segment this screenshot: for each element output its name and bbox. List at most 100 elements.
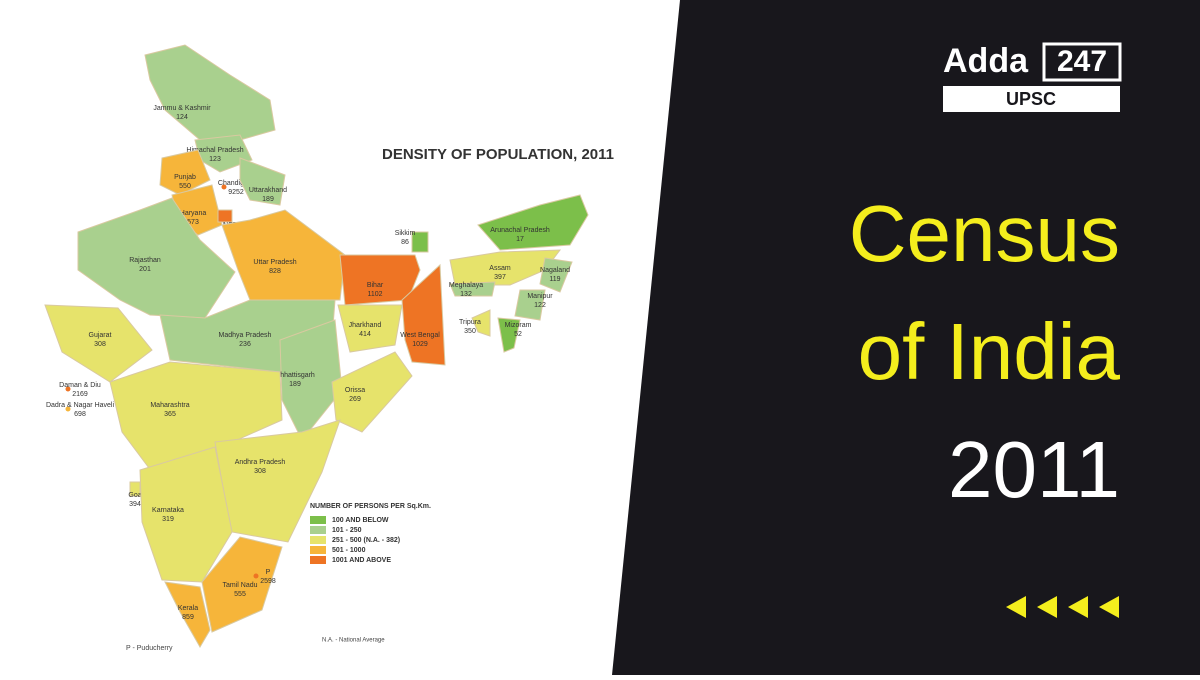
region xyxy=(337,304,403,353)
region-name: Meghalaya xyxy=(449,282,483,289)
region-dot xyxy=(221,184,227,190)
region-value: 122 xyxy=(534,302,546,309)
region-value: 201 xyxy=(139,266,151,273)
map-title: DENSITY OF POPULATION, 2011 xyxy=(382,146,614,163)
region-name: P xyxy=(266,569,271,576)
region-name: Uttarakhand xyxy=(249,187,287,194)
brand-name: Adda xyxy=(943,42,1029,80)
legend-swatch xyxy=(310,536,326,544)
arrows xyxy=(1006,596,1119,618)
region xyxy=(339,254,421,306)
region-name: Goa xyxy=(128,492,141,499)
region-name: Andhra Pradesh xyxy=(235,459,286,466)
region-value: 9252 xyxy=(228,189,244,196)
region-name: Assam xyxy=(489,265,511,272)
region-name: Punjab xyxy=(174,174,196,181)
legend-swatch xyxy=(310,516,326,524)
legend-swatch xyxy=(310,546,326,554)
legend-label: 100 AND BELOW xyxy=(332,517,389,524)
region-value: 394 xyxy=(129,501,141,508)
region-name: Orissa xyxy=(345,387,365,394)
region-name: Sikkim xyxy=(395,230,416,237)
heading-line: 2011 xyxy=(948,425,1120,514)
region-dot xyxy=(65,386,71,392)
region-value: 859 xyxy=(182,614,194,621)
region-name: Arunachal Pradesh xyxy=(490,227,550,234)
region xyxy=(159,149,211,196)
arrow xyxy=(1037,596,1057,618)
heading-line: Census xyxy=(849,189,1120,278)
region xyxy=(77,197,236,319)
region-value: 189 xyxy=(289,381,301,388)
note: N.A. - National Average xyxy=(322,638,385,644)
region-value: 124 xyxy=(176,114,188,121)
region-dot xyxy=(65,406,71,412)
region-value: 86 xyxy=(401,239,409,246)
map: Jammu & Kashmir 124 Himachal Pradesh 123 Pun… xyxy=(44,44,589,652)
region-dot xyxy=(253,573,259,579)
legend-swatch xyxy=(310,556,326,564)
region-name: Daman & Diu xyxy=(59,382,101,389)
note: P - Puducherry xyxy=(126,645,173,652)
region-value: 698 xyxy=(74,411,86,418)
region-value: 2598 xyxy=(260,578,276,585)
region-value: 1029 xyxy=(412,341,428,348)
region xyxy=(144,44,276,141)
region-value: 828 xyxy=(269,268,281,275)
region-name: Dadra & Nagar Haveli xyxy=(46,402,115,409)
legend-label: 1001 AND ABOVE xyxy=(332,557,391,564)
region-name: Jharkhand xyxy=(349,322,382,329)
legend-label: 101 - 250 xyxy=(332,527,362,534)
region-value: 573 xyxy=(187,219,199,226)
region xyxy=(477,194,589,251)
region-value: 17 xyxy=(516,236,524,243)
region xyxy=(217,209,233,223)
region xyxy=(239,157,286,206)
region-value: 119 xyxy=(549,276,560,283)
region xyxy=(497,317,521,353)
legend-title: NUMBER OF PERSONS PER Sq.Km. xyxy=(310,503,431,510)
arrow xyxy=(1099,596,1119,618)
brand-tag: UPSC xyxy=(1006,89,1056,109)
region xyxy=(539,257,573,293)
region xyxy=(411,231,429,253)
region xyxy=(514,289,546,321)
arrow xyxy=(1006,596,1026,618)
region-value: 319 xyxy=(162,516,174,523)
brand-tag-box xyxy=(943,86,1120,112)
region xyxy=(279,319,343,441)
region xyxy=(164,581,211,648)
region-name: Gujarat xyxy=(89,332,112,339)
brand-number-box xyxy=(1042,42,1122,82)
region-value: 414 xyxy=(359,331,371,338)
region-value: 123 xyxy=(209,156,221,163)
dark-panel xyxy=(612,0,1200,675)
region-name: Rajasthan xyxy=(129,257,161,264)
region-name: Tamil Nadu xyxy=(222,582,257,589)
region-name: Tripura xyxy=(459,319,481,326)
region-name: Maharashtra xyxy=(150,402,189,409)
region-value: 308 xyxy=(254,468,266,475)
region xyxy=(201,536,283,633)
legend-swatch xyxy=(310,526,326,534)
region-name: Madhya Pradesh xyxy=(219,332,272,339)
region-name: Chandigarh xyxy=(218,180,254,187)
region-value: 52 xyxy=(514,331,522,338)
region-value: 550 xyxy=(179,183,191,190)
region-name: Manipur xyxy=(527,293,553,300)
region-value: 236 xyxy=(239,341,251,348)
region xyxy=(471,309,491,337)
region-name: Jammu & Kashmir xyxy=(153,105,211,112)
region-value: 2169 xyxy=(72,391,88,398)
region-name: Haryana xyxy=(180,210,207,217)
region xyxy=(129,481,141,497)
arrow xyxy=(1068,596,1088,618)
region-name: Karnataka xyxy=(152,507,184,514)
region-value: 1102 xyxy=(367,291,382,298)
region-name: Mizoram xyxy=(505,322,532,329)
region-name: Kerala xyxy=(178,605,198,612)
region-name: Himachal Pradesh xyxy=(186,147,243,154)
region-value: 397 xyxy=(494,274,506,281)
region xyxy=(109,361,283,473)
